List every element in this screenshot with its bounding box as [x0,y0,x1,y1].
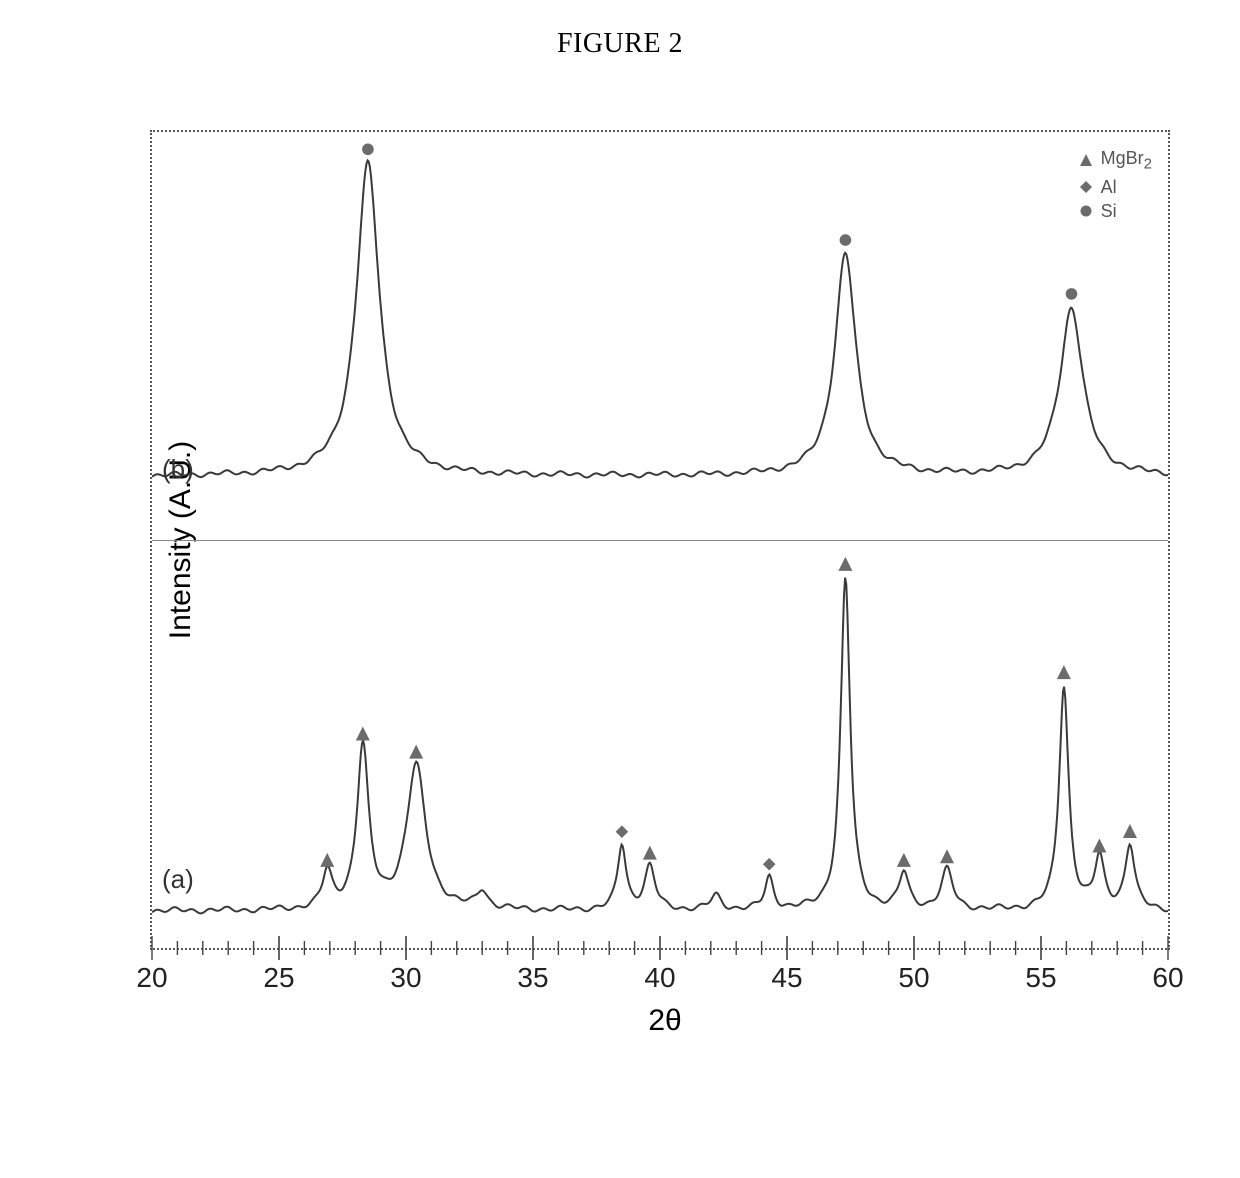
x-axis-label: 2θ [150,1004,1180,1038]
triangle-icon [643,846,657,860]
legend-item: MgBr2 [1077,146,1152,175]
x-tick-label: 45 [771,948,802,994]
legend: MgBr2AlSi [1077,146,1152,223]
triangle-icon [838,557,852,571]
circle-icon [840,234,852,246]
figure-container: FIGURE 2 Intensity (A.U.) (b)(a) MgBr2Al… [0,0,1240,1078]
diamond-icon [616,825,629,838]
x-tick-label: 30 [390,948,421,994]
x-tick-label: 50 [898,948,929,994]
circle-icon [1066,288,1078,300]
xrd-panel-a: (a) [152,542,1168,952]
x-tick-label: 60 [1152,948,1183,994]
legend-label: Al [1101,175,1117,199]
x-tick-label: 35 [517,948,548,994]
triangle-icon [320,853,334,867]
triangle-icon [356,727,370,741]
diamond-icon [1077,181,1095,193]
x-tick-label: 40 [644,948,675,994]
diamond-icon [763,858,776,871]
circle-icon [1077,205,1095,217]
legend-label: MgBr2 [1101,146,1152,175]
legend-item: Si [1077,199,1152,223]
triangle-icon [1077,154,1095,166]
legend-item: Al [1077,175,1152,199]
xrd-trace-a [152,542,1168,952]
xrd-panel-b: (b) [152,132,1168,542]
x-tick-label: 55 [1025,948,1056,994]
legend-label: Si [1101,199,1117,223]
x-tick-label: 20 [136,948,167,994]
triangle-icon [940,849,954,863]
figure-title: FIGURE 2 [60,28,1180,60]
panel-label-a: (a) [162,864,194,895]
circle-icon [362,143,374,155]
triangle-icon [409,745,423,759]
triangle-icon [1092,838,1106,852]
xrd-trace-b [152,132,1168,542]
x-axis-ticks: 202530354045505560 [152,948,1168,1006]
x-tick-label: 25 [263,948,294,994]
triangle-icon [1123,824,1137,838]
triangle-icon [897,853,911,867]
panel-label-b: (b) [162,454,194,485]
triangle-icon [1057,665,1071,679]
plot-frame: Intensity (A.U.) (b)(a) MgBr2AlSi 202530… [150,130,1170,950]
